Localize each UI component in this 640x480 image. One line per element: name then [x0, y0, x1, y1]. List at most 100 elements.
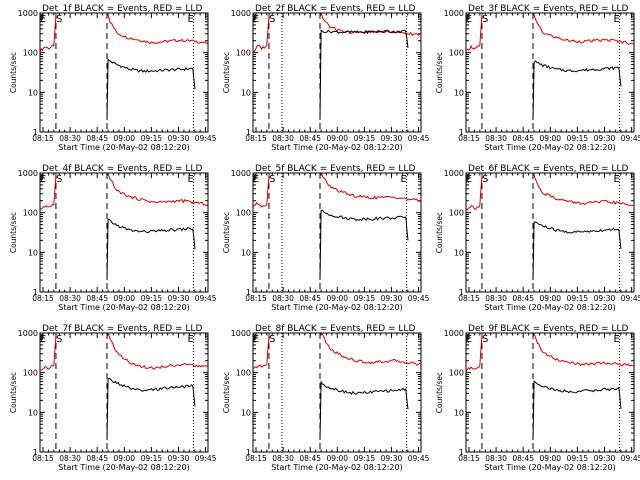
events-series-line	[319, 380, 409, 441]
plot-title: Det_5f BLACK = Events, RED = LLD	[255, 164, 415, 174]
x-tick-label: 09:45	[195, 454, 217, 463]
x-tick-label: 09:00	[113, 294, 135, 303]
events-series-line	[319, 209, 409, 281]
lld-series-line	[466, 173, 634, 211]
lld-series-line	[40, 173, 208, 210]
x-tick-label: 08:15	[245, 294, 267, 303]
event-marker-label: E	[40, 334, 46, 345]
x-tick-label: 09:30	[594, 134, 616, 143]
y-tick-label: 1000	[231, 169, 251, 178]
detector-panel: Det_2f BLACK = Events, RED = LLD 1 10 100 10…	[222, 4, 430, 152]
y-tick-label: 10	[454, 248, 464, 257]
x-tick-label: 09:00	[113, 454, 135, 463]
y-tick-label: 100	[23, 369, 38, 378]
event-marker-label: E	[613, 14, 619, 25]
x-tick-label: 09:15	[141, 134, 163, 143]
x-tick-label: 09:00	[539, 454, 561, 463]
x-tick-label: 09:15	[354, 454, 376, 463]
x-tick-label: 09:30	[168, 454, 190, 463]
x-axis-label: Start Time (20-May-02 08:12:20)	[58, 303, 189, 312]
x-tick-label: 09:15	[354, 294, 376, 303]
series-group	[40, 173, 208, 281]
events-series-line	[319, 29, 409, 121]
y-tick-label: 10	[28, 88, 38, 97]
plot-frame	[39, 12, 209, 133]
y-tick-label: 100	[236, 49, 251, 58]
event-marker-label: S	[269, 174, 275, 185]
x-tick-label: 09:45	[621, 454, 640, 463]
plot-title: Det_1f BLACK = Events, RED = LLD	[42, 4, 202, 14]
y-tick-label: 1	[33, 288, 38, 297]
event-marker-label: E	[613, 174, 619, 185]
series-group	[253, 333, 421, 441]
y-tick-label: 1000	[18, 9, 38, 18]
detector-panel: Det_8f BLACK = Events, RED = LLD 1 10 100 10…	[222, 324, 430, 472]
y-tick-label: 10	[454, 408, 464, 417]
y-tick-label: 100	[23, 49, 38, 58]
lld-series-line	[40, 13, 208, 53]
detector-panel: Det_4f BLACK = Events, RED = LLD 1 10 100 10…	[9, 164, 217, 312]
x-axis-label: Start Time (20-May-02 08:12:20)	[484, 143, 615, 152]
x-tick-label: 09:45	[195, 294, 217, 303]
event-marker-label: S	[482, 14, 488, 25]
x-tick-label: 08:45	[86, 134, 108, 143]
x-tick-label: 09:15	[354, 134, 376, 143]
x-axis-label: Start Time (20-May-02 08:12:20)	[271, 463, 402, 472]
x-tick-label: 09:45	[621, 134, 640, 143]
y-tick-label: 100	[449, 209, 464, 218]
plot-frame	[465, 172, 635, 293]
event-marker-label: S	[269, 14, 275, 25]
x-tick-label: 08:15	[458, 454, 480, 463]
lld-series-line	[253, 173, 421, 208]
y-tick-label: 1000	[444, 9, 464, 18]
series-group	[466, 173, 634, 281]
y-tick-label: 100	[236, 369, 251, 378]
y-axis-label: Counts/sec	[435, 212, 444, 253]
y-tick-label: 1	[246, 448, 251, 457]
x-tick-label: 09:00	[326, 454, 348, 463]
y-tick-label: 1000	[18, 169, 38, 178]
x-tick-label: 08:15	[32, 454, 54, 463]
x-axis-label: Start Time (20-May-02 08:12:20)	[271, 143, 402, 152]
lld-series-line	[466, 13, 634, 51]
x-axis-label: Start Time (20-May-02 08:12:20)	[484, 463, 615, 472]
event-marker-label: S	[482, 334, 488, 345]
event-marker-label: E	[466, 334, 472, 345]
y-axis-label: Counts/sec	[435, 372, 444, 413]
x-tick-label: 08:30	[272, 454, 294, 463]
events-series-line	[532, 221, 622, 281]
y-tick-label: 1	[246, 288, 251, 297]
y-axis-label: Counts/sec	[435, 52, 444, 93]
detector-panel: Det_3f BLACK = Events, RED = LLD 1 10 100 10…	[435, 4, 640, 152]
plot-frame	[465, 332, 635, 453]
x-tick-label: 08:15	[245, 454, 267, 463]
event-marker-label: S	[482, 174, 488, 185]
plot-frame	[252, 172, 422, 293]
series-group	[253, 173, 421, 281]
y-tick-label: 1000	[444, 169, 464, 178]
x-tick-label: 09:00	[539, 134, 561, 143]
y-tick-label: 1	[33, 448, 38, 457]
series-group	[40, 13, 208, 121]
x-axis-label: Start Time (20-May-02 08:12:20)	[58, 143, 189, 152]
event-marker-label: E	[253, 14, 259, 25]
event-marker-label: E	[40, 14, 46, 25]
x-tick-label: 08:45	[86, 294, 108, 303]
y-tick-label: 100	[23, 209, 38, 218]
x-tick-label: 08:45	[512, 454, 534, 463]
event-marker-label: E	[40, 174, 46, 185]
series-group	[40, 333, 208, 441]
x-tick-label: 08:30	[272, 294, 294, 303]
plot-frame	[39, 172, 209, 293]
y-tick-label: 1000	[231, 329, 251, 338]
lld-series-line	[253, 333, 421, 370]
x-tick-label: 08:45	[512, 294, 534, 303]
detector-panel: Det_5f BLACK = Events, RED = LLD 1 10 100 10…	[222, 164, 430, 312]
event-marker-label: E	[613, 334, 619, 345]
y-axis-label: Counts/sec	[222, 372, 231, 413]
plot-frame	[465, 12, 635, 133]
series-group	[253, 13, 421, 121]
y-tick-label: 100	[236, 209, 251, 218]
series-group	[466, 333, 634, 441]
x-tick-label: 09:15	[567, 134, 589, 143]
